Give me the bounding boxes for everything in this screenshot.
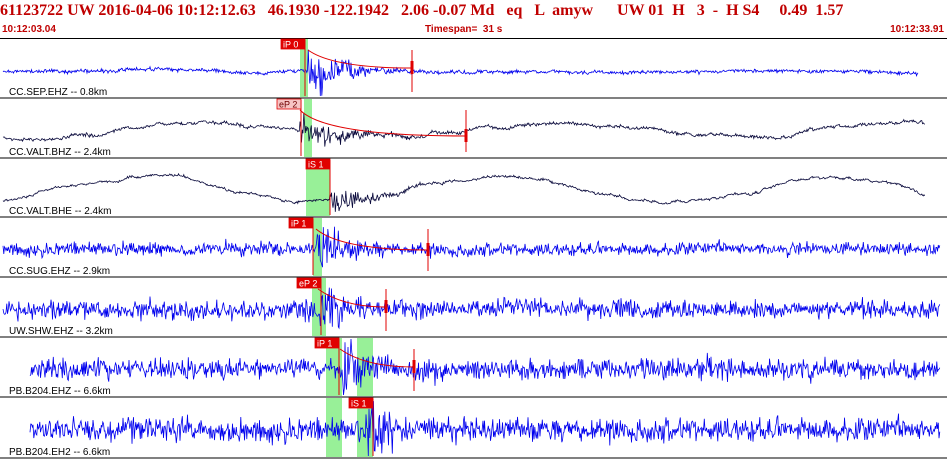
pick-label[interactable]: eP 2 xyxy=(299,279,317,289)
station-label: UW.SHW.EHZ -- 3.2km xyxy=(9,326,113,337)
pick-label[interactable]: iP 1 xyxy=(291,219,306,229)
coda-curve xyxy=(307,49,413,69)
station-label: CC.VALT.BHE -- 2.4km xyxy=(9,206,111,217)
pick-window xyxy=(313,218,322,276)
coda-curve xyxy=(299,109,467,137)
pick-label[interactable]: iS 1 xyxy=(351,399,367,409)
waveform-trace xyxy=(29,338,941,396)
amp-marker xyxy=(412,360,416,373)
station-label: CC.SEP.EHZ -- 0.8km xyxy=(9,87,107,98)
time-bar: 10:12:03.04 Timespan= 31 s 10:12:33.91 xyxy=(0,22,947,38)
waveform-trace xyxy=(2,226,941,268)
coda-curve xyxy=(317,288,387,308)
coda-curve xyxy=(339,348,415,368)
waveform-trace xyxy=(2,287,941,330)
pick-label-box[interactable] xyxy=(288,217,314,229)
pick-label[interactable]: iS 1 xyxy=(308,160,324,170)
trace-row[interactable]: iS 1 PB.B204.EH2 -- 6.6km xyxy=(0,397,947,459)
pick-label-box[interactable] xyxy=(348,397,374,409)
start-time: 10:12:03.04 xyxy=(2,24,56,35)
seismogram-panel[interactable]: iP 0 CC.SEP.EHZ -- 0.8km eP 2 CC.VALT.BHZ -… xyxy=(0,38,947,460)
trace-row[interactable]: eP 2 CC.VALT.BHZ -- 2.4km xyxy=(0,98,947,159)
station-label: PB.B204.EHZ -- 6.6km xyxy=(9,386,111,397)
station-label: PB.B204.EH2 -- 6.6km xyxy=(9,447,110,458)
trace-row[interactable]: iP 0 CC.SEP.EHZ -- 0.8km xyxy=(0,38,947,99)
trace-row[interactable]: iS 1 CC.VALT.BHE -- 2.4km xyxy=(0,158,947,218)
pick-label-box[interactable] xyxy=(280,38,306,50)
pick-label-box[interactable] xyxy=(305,158,331,170)
coda-curve xyxy=(315,228,429,251)
waveform-trace xyxy=(2,49,919,97)
waveform-trace xyxy=(2,112,926,147)
trace-row[interactable]: eP 2 UW.SHW.EHZ -- 3.2km xyxy=(0,277,947,338)
pick-label-box[interactable] xyxy=(314,337,340,349)
amp-marker xyxy=(426,243,430,256)
pick-window xyxy=(326,398,342,457)
pick-label[interactable]: iP 1 xyxy=(317,339,332,349)
waveform-trace xyxy=(2,172,926,212)
station-label: CC.VALT.BHZ -- 2.4km xyxy=(9,147,111,158)
pick-label-box[interactable] xyxy=(296,277,322,289)
pick-window xyxy=(300,39,308,97)
end-time: 10:12:33.91 xyxy=(890,24,944,35)
event-header: 61123722 UW 2016-04-06 10:12:12.63 46.19… xyxy=(0,0,947,22)
pick-label[interactable]: iP 0 xyxy=(283,40,298,50)
pick-label[interactable]: eP 2 xyxy=(279,100,297,110)
trace-row[interactable]: iP 1 PB.B204.EHZ -- 6.6km xyxy=(0,337,947,398)
trace-row[interactable]: iP 1 CC.SUG.EHZ -- 2.9km xyxy=(0,217,947,278)
amp-marker xyxy=(464,129,468,142)
waveform-trace xyxy=(29,401,941,457)
amp-marker xyxy=(410,61,414,74)
amp-marker xyxy=(384,300,388,313)
event-summary-title: 61123722 UW 2016-04-06 10:12:12.63 46.19… xyxy=(0,2,844,19)
station-label: CC.SUG.EHZ -- 2.9km xyxy=(9,266,110,277)
timespan-label: Timespan= 31 s xyxy=(425,24,503,35)
pick-label-box[interactable] xyxy=(276,98,302,110)
